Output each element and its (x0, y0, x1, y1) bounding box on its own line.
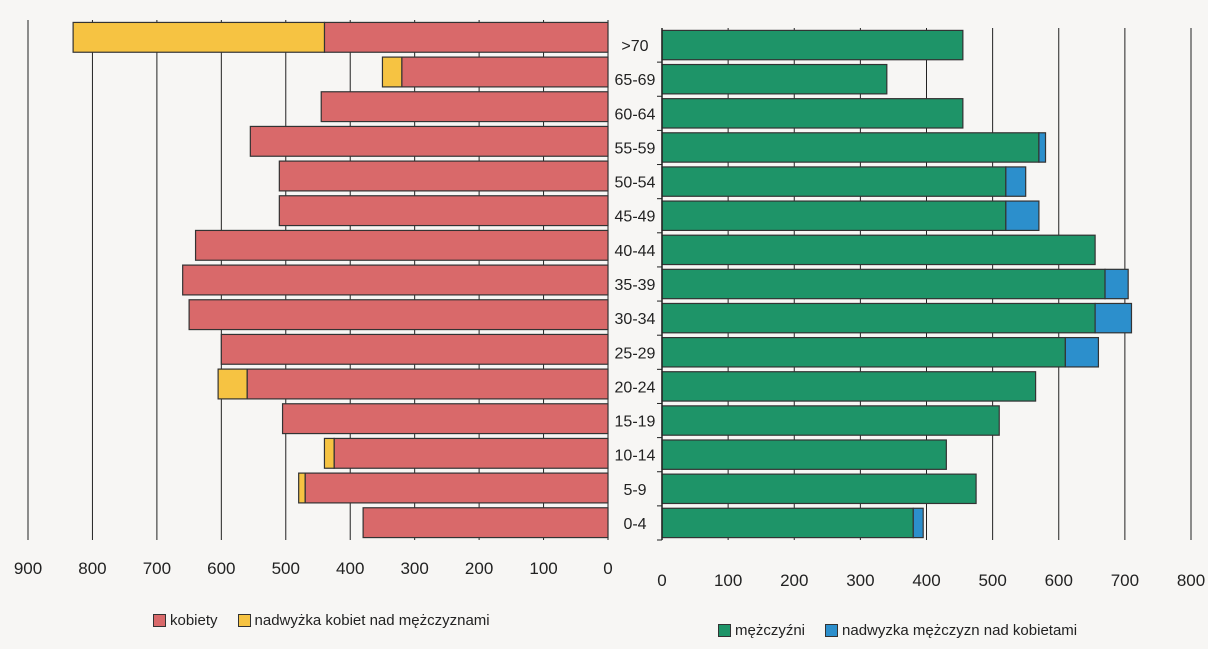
bar-kobiety (401, 56, 609, 88)
bar-mezczyzni (661, 268, 1106, 300)
left-tick-label: 900 (14, 559, 42, 578)
bar-nadwyzka-mezczyzn (912, 507, 924, 539)
right-tick-label: 100 (714, 571, 742, 590)
bar-mezczyzni (661, 507, 914, 539)
bar-kobiety (278, 160, 609, 192)
bar-nadwyzka-kobiet (298, 472, 306, 504)
bar-mezczyzni (661, 132, 1040, 163)
legend-swatch-kobiety (153, 614, 166, 627)
right-tick-label: 300 (846, 571, 874, 590)
bar-mezczyzni (661, 166, 1007, 197)
category-label: 5-9 (623, 482, 646, 499)
bar-nadwyzka-mezczyzn (1005, 166, 1027, 197)
bar-kobiety (278, 195, 609, 227)
right-tick-label: 200 (780, 571, 808, 590)
category-label: 60-64 (615, 106, 656, 123)
legend-left: kobiety nadwyżka kobiet nad mężczyznami (153, 612, 504, 629)
bar-mezczyzni (661, 336, 1066, 368)
category-label: 40-44 (615, 243, 656, 260)
bar-nadwyzka-kobiet (217, 368, 248, 400)
legend-item-kobiety: kobiety (153, 612, 218, 629)
left-tick-label: 300 (400, 559, 428, 578)
left-tick-label: 400 (336, 559, 364, 578)
bar-mezczyzni (661, 63, 888, 95)
legend-label-mezczyzni: mężczyźni (735, 622, 806, 639)
legend-right: mężczyźni nadwyzka mężczyzn nad kobietam… (718, 622, 1091, 639)
category-label: 65-69 (615, 72, 656, 89)
left-tick-label: 700 (143, 559, 171, 578)
legend-swatch-nadwyzka-kobiet (237, 614, 251, 627)
bar-kobiety (246, 368, 609, 400)
bar-mezczyzni (661, 98, 964, 129)
legend-label-kobiety: kobiety (170, 612, 218, 629)
legend-item-nadwyzka-mezczyzn: nadwyzka mężczyzn nad kobietami (825, 622, 1077, 639)
right-tick-label: 400 (912, 571, 940, 590)
bar-nadwyzka-mezczyzn (1038, 132, 1047, 163)
bar-mezczyzni (661, 473, 977, 505)
legend-item-mezczyzni: mężczyźni (718, 622, 805, 639)
category-label: 10-14 (615, 448, 656, 465)
bar-nadwyzka-mezczyzn (1064, 336, 1100, 368)
bar-kobiety (188, 299, 609, 331)
bar-nadwyzka-mezczyzn (1094, 302, 1133, 334)
left-tick-label: 500 (272, 559, 300, 578)
category-label: 55-59 (615, 140, 656, 157)
legend-label-nadwyzka-mezczyzn: nadwyzka mężczyzn nad kobietami (842, 622, 1078, 639)
category-label: 15-19 (615, 414, 656, 431)
bar-kobiety (362, 507, 609, 539)
category-label: 20-24 (615, 379, 656, 396)
category-label: >70 (621, 38, 648, 55)
legend-item-nadwyzka-kobiet: nadwyżka kobiet nad mężczyznami (237, 612, 490, 629)
bar-mezczyzni (661, 29, 964, 61)
bar-mezczyzni (661, 371, 1037, 402)
bar-kobiety (304, 472, 609, 504)
category-label: 0-4 (623, 516, 646, 533)
category-label: 25-29 (615, 345, 656, 362)
bar-nadwyzka-kobiet (381, 56, 403, 88)
bar-kobiety (281, 403, 609, 435)
left-tick-label: 0 (603, 559, 612, 578)
category-label: 50-54 (615, 175, 656, 192)
legend-swatch-mezczyzni (718, 624, 731, 637)
bar-nadwyzka-kobiet (323, 437, 335, 469)
right-tick-label: 0 (657, 571, 666, 590)
right-tick-label: 500 (978, 571, 1006, 590)
bar-kobiety (320, 91, 609, 123)
left-tick-label: 100 (529, 559, 557, 578)
right-tick-label: 800 (1177, 571, 1205, 590)
bar-mezczyzni (661, 405, 1000, 436)
bar-kobiety (333, 437, 609, 469)
bar-mezczyzni (661, 200, 1007, 232)
bar-mezczyzni (661, 439, 947, 470)
bar-nadwyzka-mezczyzn (1104, 268, 1129, 300)
right-tick-label: 600 (1045, 571, 1073, 590)
left-tick-label: 600 (207, 559, 235, 578)
bar-nadwyzka-kobiet (72, 21, 326, 53)
category-label: 45-49 (615, 209, 656, 226)
bar-kobiety (220, 333, 609, 365)
bar-kobiety (194, 229, 609, 261)
bar-mezczyzni (661, 302, 1096, 334)
legend-label-nadwyzka-kobiet: nadwyżka kobiet nad mężczyznami (254, 612, 490, 629)
bar-mezczyzni (661, 234, 1096, 266)
legend-swatch-nadwyzka-mezczyzn (825, 624, 839, 637)
bar-nadwyzka-mezczyzn (1005, 200, 1040, 232)
left-tick-label: 200 (465, 559, 493, 578)
category-label: 35-39 (615, 277, 656, 294)
bar-kobiety (249, 125, 609, 157)
right-tick-label: 700 (1111, 571, 1139, 590)
left-tick-label: 800 (78, 559, 106, 578)
category-label: 30-34 (615, 311, 656, 328)
bar-kobiety (323, 21, 609, 53)
bar-kobiety (182, 264, 609, 296)
